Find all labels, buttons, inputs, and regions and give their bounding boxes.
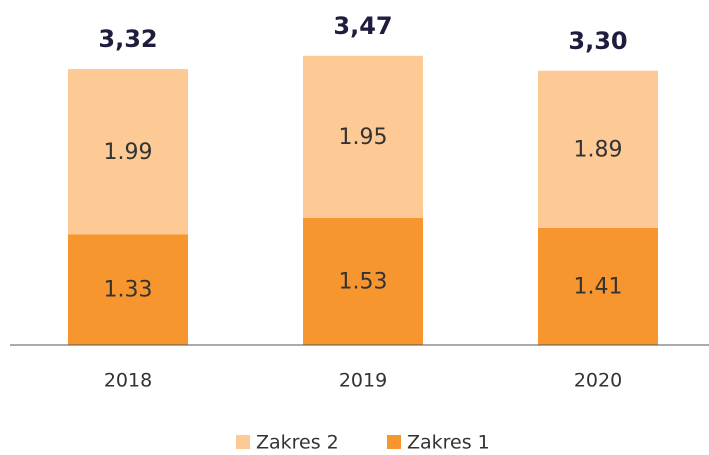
bar-segment bbox=[538, 227, 658, 345]
bar-segment bbox=[303, 55, 423, 218]
legend-label: Zakres 2 bbox=[256, 432, 339, 454]
value-label: 1.33 bbox=[104, 278, 153, 303]
legend-swatch bbox=[236, 435, 250, 449]
x-tick-label: 2018 bbox=[104, 370, 152, 392]
bar-segment bbox=[68, 69, 188, 235]
bar-segment bbox=[68, 234, 188, 345]
x-tick-label: 2020 bbox=[574, 370, 622, 392]
legend-swatch bbox=[387, 435, 401, 449]
value-label: 1.53 bbox=[339, 269, 388, 294]
value-label: 1.95 bbox=[339, 125, 388, 150]
total-label: 3,47 bbox=[333, 12, 392, 40]
legend-label: Zakres 1 bbox=[407, 432, 490, 454]
total-label: 3,32 bbox=[98, 25, 157, 53]
x-tick-label: 2019 bbox=[339, 370, 387, 392]
bar-segment bbox=[538, 70, 658, 228]
bar-segment bbox=[303, 217, 423, 345]
value-label: 1.99 bbox=[104, 140, 153, 165]
total-label: 3,30 bbox=[568, 27, 627, 55]
value-label: 1.41 bbox=[574, 274, 623, 299]
value-label: 1.89 bbox=[574, 137, 623, 162]
